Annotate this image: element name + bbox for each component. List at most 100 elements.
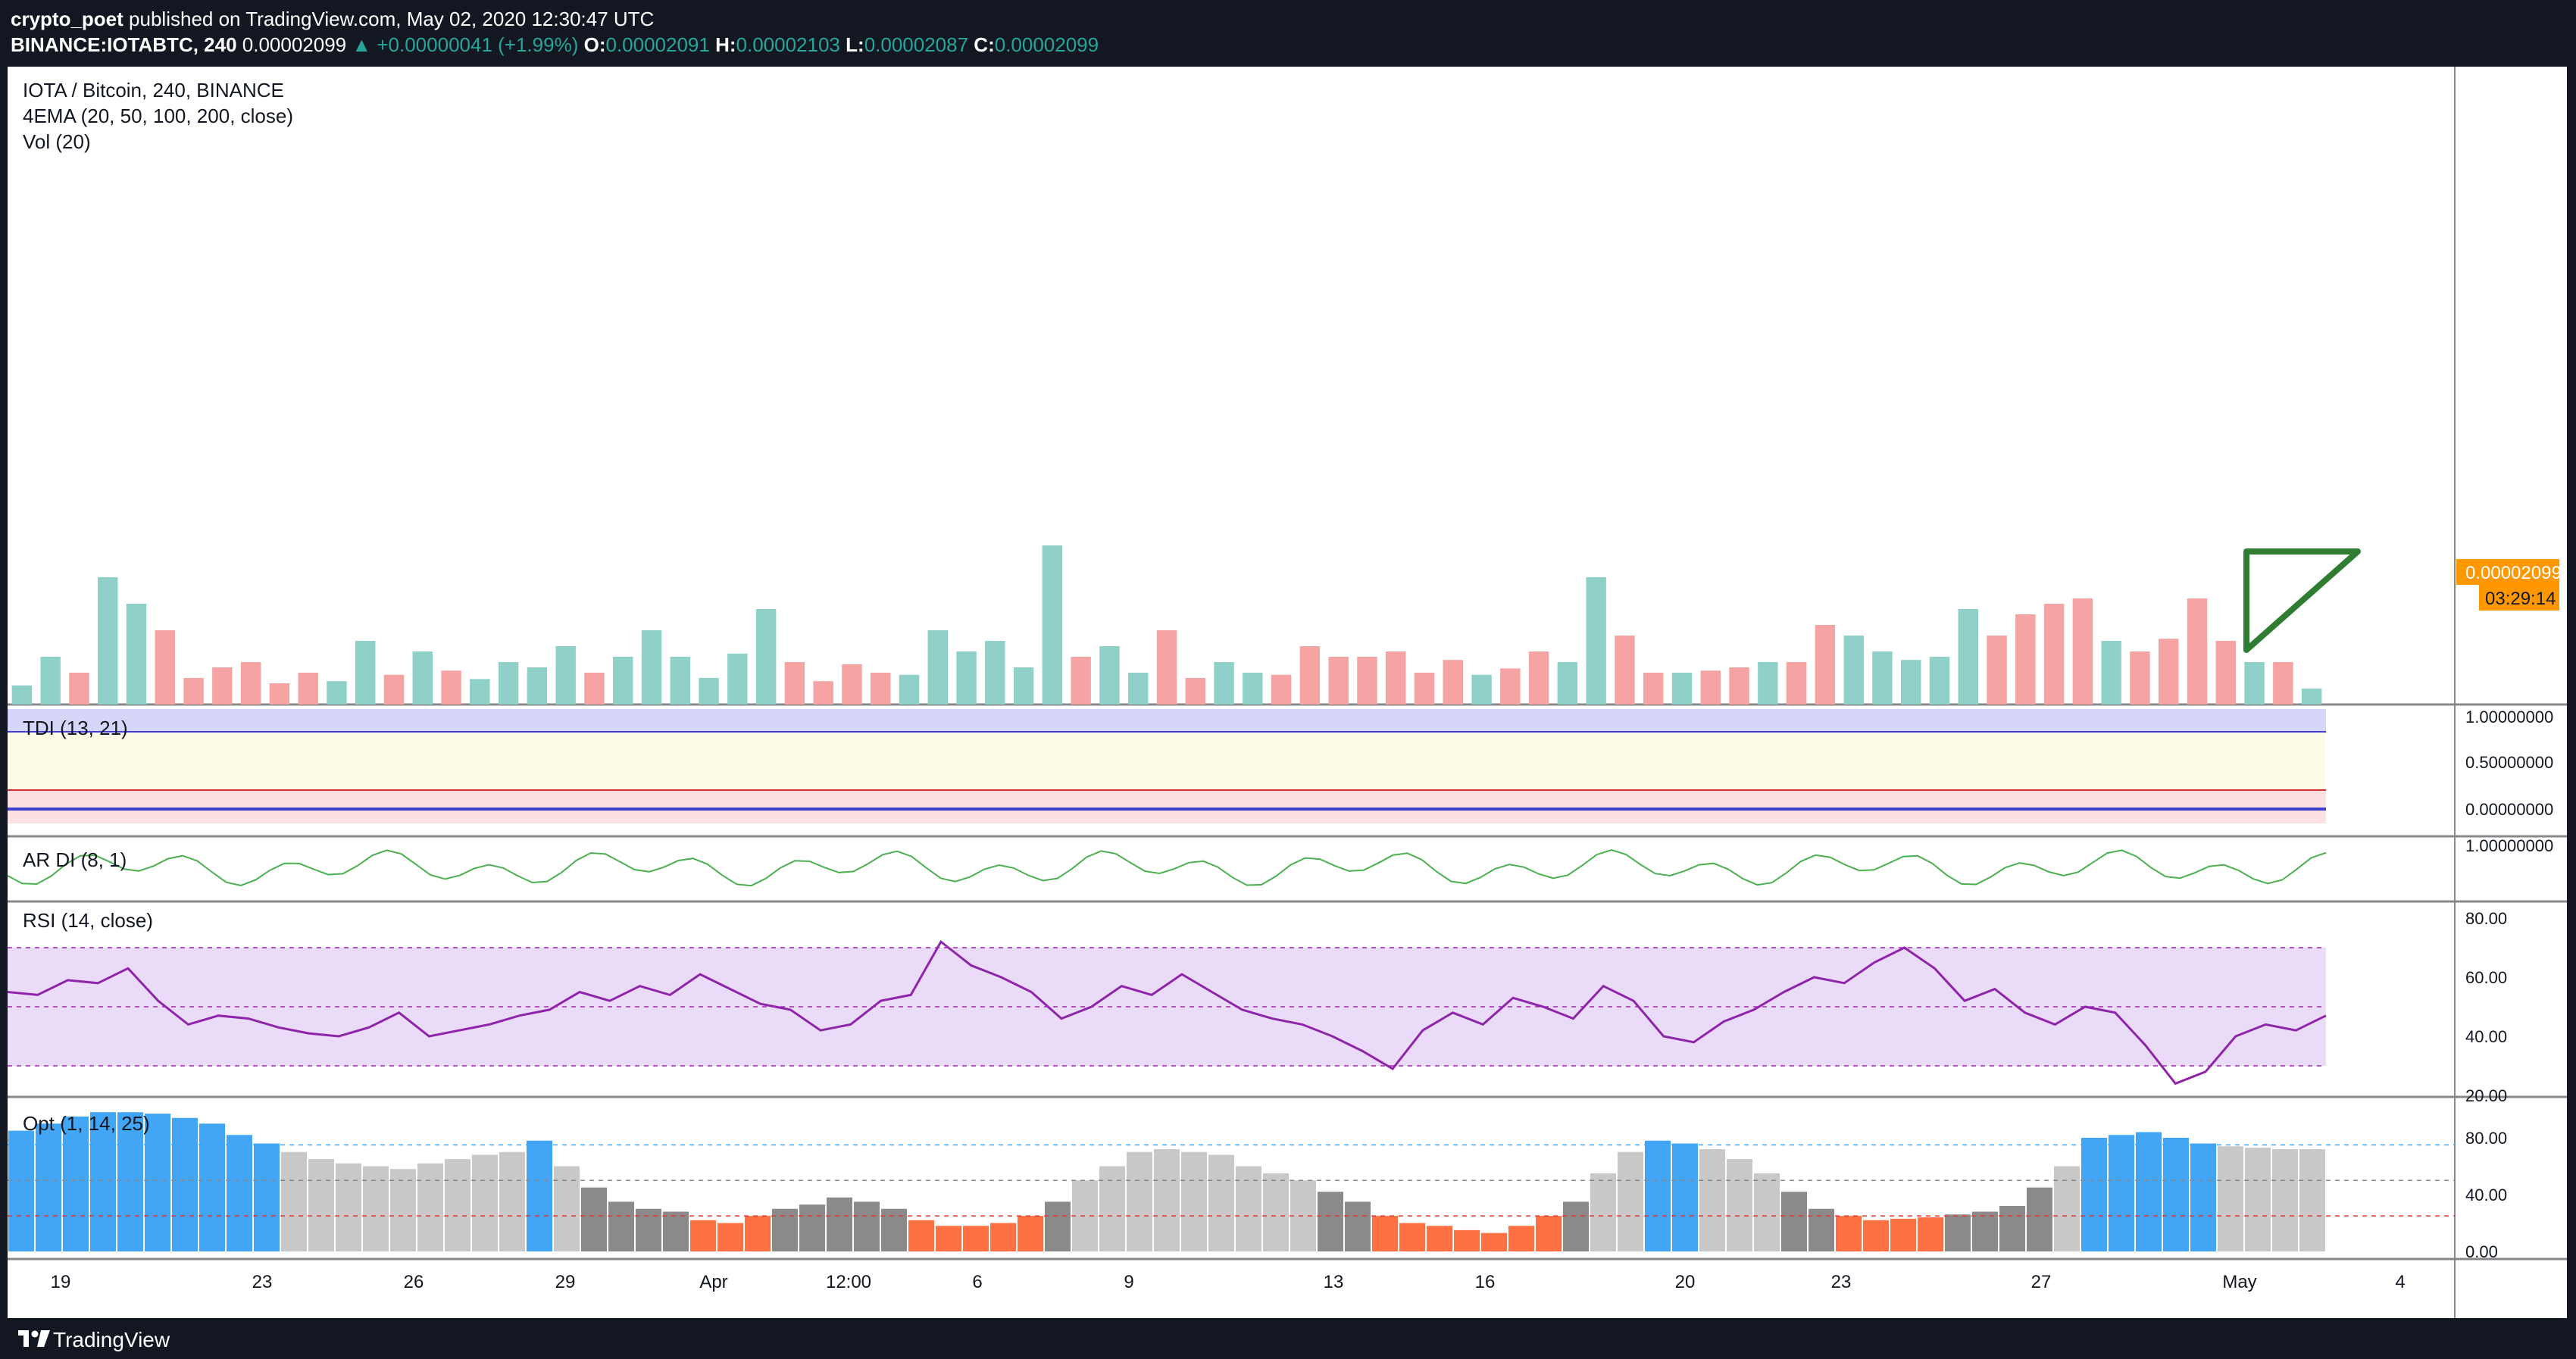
- opt-bar: [1208, 1154, 1234, 1251]
- volume-bar: [327, 681, 347, 704]
- volume-bar: [2159, 639, 2179, 704]
- opt-bar: [1154, 1149, 1180, 1251]
- opt-bar: [1727, 1159, 1752, 1251]
- volume-bar: [441, 670, 461, 704]
- time-axis[interactable]: 19 23 26 29 Apr 12:00 6 9 13 16 20 23 27 May 4: [51, 1272, 2406, 1292]
- volume-bar: [1901, 660, 1921, 704]
- opt-bar: [1372, 1216, 1398, 1251]
- volume-bar: [670, 657, 690, 704]
- opt-bar: [881, 1208, 907, 1251]
- tdi-pane[interactable]: TDI (13, 21) 1.00000000 0.50000000 0.00000…: [8, 708, 2553, 823]
- tdi-tick-label: 0.50000000: [2465, 753, 2553, 772]
- volume-bar: [383, 674, 405, 704]
- opt-bar: [1508, 1226, 1534, 1251]
- high-label: H:: [715, 33, 736, 56]
- volume-bar: [899, 674, 920, 704]
- volume-bar: [11, 685, 33, 704]
- author-line: crypto_poet published on TradingView.com…: [11, 8, 654, 31]
- volume-bar: [2215, 641, 2236, 704]
- opt-bar: [963, 1226, 989, 1251]
- opt-bar: [690, 1220, 716, 1251]
- opt-bar: [636, 1208, 661, 1251]
- volume-bar: [269, 683, 290, 704]
- opt-bar: [527, 1140, 552, 1251]
- ema-legend: 4EMA (20, 50, 100, 200, close): [23, 105, 293, 127]
- volume-bar: [1528, 651, 1549, 704]
- tdi-tick-label: 0.00000000: [2465, 800, 2553, 819]
- volume-bar: [613, 657, 633, 704]
- opt-bar: [2054, 1166, 2080, 1251]
- tdi-tick-label: 1.00000000: [2465, 708, 2553, 726]
- opt-bar: [2027, 1187, 2052, 1251]
- volume-bar: [40, 657, 61, 704]
- volume-bar: [126, 604, 147, 704]
- time-tick-label: 12:00: [826, 1272, 871, 1292]
- volume-bar: [1328, 657, 1349, 704]
- volume-bar: [985, 641, 1005, 704]
- opt-bar: [199, 1123, 225, 1251]
- opt-bar: [745, 1216, 771, 1251]
- volume-bar: [1099, 646, 1120, 704]
- opt-axis: 80.00 40.00 0.00: [2465, 1129, 2507, 1261]
- chart-area[interactable]: IOTA / Bitcoin, 240, BINANCE 4EMA (20, 5…: [7, 67, 2567, 1318]
- opt-bar: [145, 1114, 170, 1251]
- time-tick-label: May: [2222, 1272, 2256, 1292]
- opt-bar: [1045, 1201, 1071, 1251]
- volume-bar: [1500, 668, 1521, 704]
- price-pane[interactable]: IOTA / Bitcoin, 240, BINANCE 4EMA (20, 5…: [8, 67, 2562, 704]
- volume-bar: [2072, 598, 2093, 704]
- time-tick-label: 23: [1831, 1272, 1852, 1292]
- opt-bar: [1181, 1151, 1207, 1251]
- open-label: O:: [583, 33, 606, 56]
- volume-bar: [1013, 667, 1034, 704]
- volume-bar: [1471, 674, 1492, 704]
- opt-bar: [936, 1226, 961, 1251]
- volume-bar: [784, 662, 805, 704]
- volume-bar: [155, 630, 175, 704]
- volume-bar: [1958, 609, 1978, 704]
- opt-bar: [554, 1166, 580, 1251]
- volume-bar: [1156, 630, 1177, 704]
- opt-tick-label: 40.00: [2465, 1186, 2507, 1204]
- volume-bar: [240, 662, 261, 704]
- volume-bar: [1386, 651, 1406, 704]
- volume-bar: [2101, 641, 2121, 704]
- volume-bar: [1414, 673, 1435, 704]
- volume-bar: [2187, 598, 2208, 704]
- volume-bar: [1758, 662, 1778, 704]
- rsi-axis: 80.00 60.00 40.00 20.00: [8, 909, 2507, 1105]
- opt-bar: [2190, 1143, 2216, 1251]
- opt-pane[interactable]: Opt (1, 14, 25) 80.00 40.00 0.00: [8, 1112, 2507, 1261]
- publish-header: crypto_poet published on TradingView.com…: [0, 0, 2576, 68]
- volume-bar: [699, 678, 719, 704]
- volume-legend: Vol (20): [23, 130, 91, 153]
- rsi-pane[interactable]: RSI (14, close) 80.00 60.00 40.00 20.00: [7, 909, 2507, 1105]
- opt-bar: [8, 1130, 34, 1251]
- volume-bar: [927, 630, 948, 704]
- opt-bar: [2081, 1138, 2107, 1251]
- opt-bar: [799, 1204, 825, 1251]
- opt-bar: [1781, 1192, 1807, 1251]
- volume-bar: [1700, 670, 1721, 704]
- volume-bar: [871, 673, 891, 704]
- opt-bar: [663, 1211, 689, 1251]
- volume-bar: [1071, 657, 1091, 704]
- author-name[interactable]: crypto_poet: [11, 8, 123, 30]
- volume-bar: [1557, 662, 1578, 704]
- volume-bar: [727, 653, 748, 704]
- ardi-pane[interactable]: AR DI (8, 1) 1.00000000: [7, 836, 2553, 887]
- opt-bar: [1836, 1216, 1862, 1251]
- footer-brand[interactable]: TradingView: [53, 1328, 170, 1351]
- volume-bar: [555, 646, 576, 704]
- chart-svg[interactable]: IOTA / Bitcoin, 240, BINANCE 4EMA (20, 5…: [7, 67, 2567, 1318]
- time-tick-label: 29: [555, 1272, 576, 1292]
- triangle-drawing[interactable]: [2243, 548, 2361, 653]
- volume-bar: [412, 651, 433, 704]
- opt-bar: [827, 1197, 852, 1251]
- high-value: 0.00002103: [736, 33, 840, 56]
- rsi-title: RSI (14, close): [23, 909, 153, 932]
- rsi-tick-label: 20.00: [2465, 1086, 2507, 1105]
- volume-bar: [1586, 577, 1606, 704]
- volume-bar: [1643, 673, 1664, 704]
- volume-bar: [298, 673, 318, 704]
